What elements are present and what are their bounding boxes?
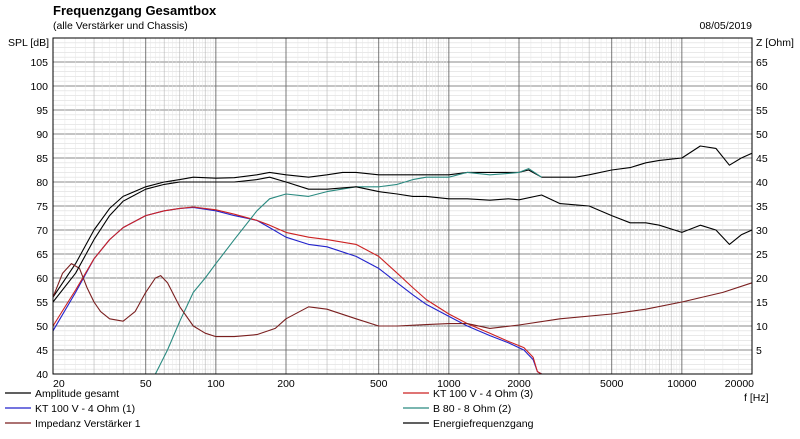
y-right-tick-label: 40 <box>756 177 768 189</box>
y-left-tick-label: 105 <box>30 57 48 69</box>
y-right-tick-label: 15 <box>756 297 768 309</box>
series-line <box>52 263 753 338</box>
chart-date: 08/05/2019 <box>699 20 752 32</box>
y-right-tick-label: 5 <box>756 345 762 357</box>
x-tick-label: 20 <box>53 378 65 390</box>
x-tick-label: 5000 <box>600 378 624 390</box>
y-left-tick-label: 55 <box>36 297 48 309</box>
chart-grid <box>52 37 753 375</box>
y-left-tick-label: 85 <box>36 153 48 165</box>
y-left-tick-label: 65 <box>36 249 48 261</box>
x-tick-label: 200 <box>277 378 295 390</box>
series-line <box>52 176 753 303</box>
y-left-tick-label: 70 <box>36 225 48 237</box>
y-left-tick-label: 45 <box>36 345 48 357</box>
series-line <box>52 206 752 375</box>
y-right-tick-label: 65 <box>756 57 768 69</box>
y-left-tick-label: 60 <box>36 273 48 285</box>
y-right-tick-label: 30 <box>756 225 768 237</box>
y-left-tick-label: 90 <box>36 129 48 141</box>
legend-label: B 80 - 8 Ohm (2) <box>433 403 511 415</box>
legend-label: Energiefrequenzgang <box>433 418 534 430</box>
y-right-tick-label: 20 <box>756 273 768 285</box>
y-left-tick-label: 40 <box>36 369 48 381</box>
y-right-tick-label: 10 <box>756 321 768 333</box>
x-tick-label: 50 <box>140 378 152 390</box>
legend-label: KT 100 V - 4 Ohm (1) <box>35 403 135 415</box>
x-tick-label: 10000 <box>667 378 696 390</box>
series-line <box>52 206 752 375</box>
legend-label: Amplitude gesamt <box>35 388 119 400</box>
y-right-tick-label: 45 <box>756 153 768 165</box>
series-line <box>52 145 753 298</box>
series-line <box>53 168 542 375</box>
x-axis-label: f [Hz] <box>744 392 769 404</box>
y-right-tick-label: 25 <box>756 249 768 261</box>
x-tick-label: 2000 <box>507 378 531 390</box>
y-axis-right-label: Z [Ohm] <box>756 37 794 49</box>
plot-frame <box>52 37 753 375</box>
x-tick-label: 100 <box>207 378 225 390</box>
legend-label: KT 100 V - 4 Ohm (3) <box>433 388 533 400</box>
y-left-tick-label: 50 <box>36 321 48 333</box>
chart-subtitle: (alle Verstärker und Chassis) <box>53 20 188 32</box>
y-left-tick-label: 95 <box>36 105 48 117</box>
legend: Amplitude gesamt KT 100 V - 4 Ohm (1) Impe… <box>5 388 534 430</box>
y-right-tick-label: 50 <box>756 129 768 141</box>
y-left-tick-label: 80 <box>36 177 48 189</box>
y-left-tick-label: 75 <box>36 201 48 213</box>
x-tick-label: 500 <box>370 378 388 390</box>
y-right-tick-label: 60 <box>756 81 768 93</box>
x-tick-label: 1000 <box>437 378 461 390</box>
chart-series <box>52 145 753 375</box>
y-right-tick-label: 35 <box>756 201 768 213</box>
chart-title: Frequenzgang Gesamtbox <box>53 3 217 18</box>
y-left-tick-label: 100 <box>30 81 48 93</box>
y-axis-left-label: SPL [dB] <box>8 37 49 49</box>
legend-label: Impedanz Verstärker 1 <box>35 418 141 430</box>
y-right-tick-label: 55 <box>756 105 768 117</box>
axis-ticks: 40 45 50 55 60 65 70 75 80 85 90 95 100 105 5 10 15 20 25 3… <box>30 57 767 390</box>
x-tick-label: 20000 <box>725 378 754 390</box>
